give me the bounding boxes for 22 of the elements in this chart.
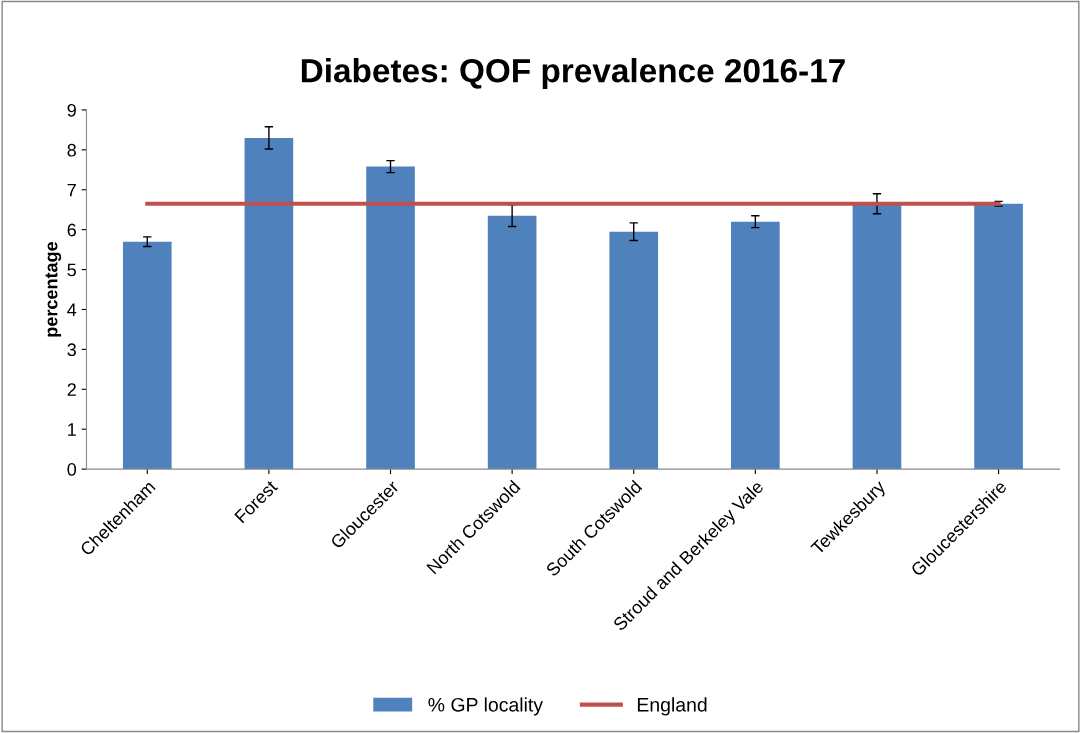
chart-title: Diabetes: QOF prevalence 2016-17 [301, 58, 845, 90]
y-tick-label: 5 [67, 263, 76, 277]
bar [122, 241, 172, 470]
y-tick-label: 0 [67, 463, 77, 476]
y-tick-label: 3 [67, 343, 76, 357]
bar [731, 221, 780, 470]
y-tick-label: 2 [67, 383, 76, 396]
legend-label: % GP locality [428, 697, 543, 716]
bar [244, 137, 294, 470]
y-tick-label: 6 [67, 223, 76, 237]
bar [852, 203, 902, 470]
y-tick-label: 8 [67, 143, 76, 157]
legend-label: England [637, 697, 707, 716]
y-tick-label: 7 [67, 183, 76, 197]
bar [609, 231, 659, 470]
bar [487, 215, 537, 470]
y-axis-title: percentage [45, 241, 62, 337]
bar [974, 203, 1023, 470]
y-tick-label: 1 [68, 423, 76, 436]
bar [366, 166, 415, 470]
y-tick-label: 9 [67, 103, 76, 117]
y-tick-label: 4 [67, 303, 77, 317]
